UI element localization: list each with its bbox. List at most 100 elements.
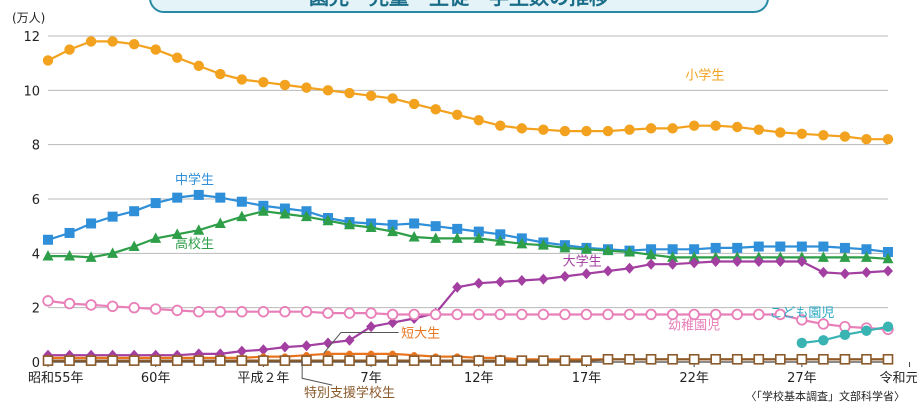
y-tick-label: 6: [32, 193, 40, 208]
data-point: [495, 276, 506, 288]
data-point: [559, 270, 570, 282]
data-point: [861, 266, 872, 278]
data-point: [538, 273, 549, 285]
y-tick-label: 12: [23, 30, 40, 45]
data-point: [107, 36, 118, 47]
data-point: [710, 242, 721, 253]
data-point: [64, 250, 76, 261]
data-point: [258, 344, 269, 356]
data-point: [193, 189, 204, 200]
data-point: [451, 308, 463, 321]
series-6: [42, 353, 894, 366]
data-point: [42, 55, 54, 66]
data-point: [796, 337, 808, 349]
data-point: [344, 218, 356, 230]
data-point: [602, 125, 614, 137]
x-tick-label: 昭和55年: [28, 371, 84, 386]
series-label: 特別支援学校生: [304, 385, 395, 401]
data-point: [645, 123, 657, 134]
series-label: 高校生: [175, 236, 214, 252]
data-point: [193, 60, 204, 72]
data-point: [473, 308, 485, 321]
data-point: [817, 251, 829, 262]
data-point: [387, 355, 398, 366]
data-point: [106, 300, 119, 313]
leader-line: [323, 332, 399, 354]
x-tick-label: 7年: [360, 371, 381, 386]
data-point: [408, 98, 420, 110]
data-point: [430, 355, 441, 366]
data-point: [215, 68, 226, 80]
data-point: [818, 129, 829, 141]
data-point: [667, 123, 678, 134]
data-point: [279, 355, 291, 366]
x-tick-label: 22年: [679, 371, 709, 386]
data-point: [732, 255, 743, 267]
data-point: [172, 192, 183, 203]
data-point: [710, 353, 721, 365]
data-point: [279, 207, 291, 219]
data-point: [473, 226, 484, 237]
x-tick-labels: 昭和55年 60年 平成２年 7年 12年 17年 22年 27年 令和元年: [28, 362, 917, 386]
data-point: [580, 308, 593, 321]
data-point: [236, 345, 247, 357]
data-point: [774, 308, 787, 321]
data-point: [452, 109, 463, 120]
data-point: [107, 211, 118, 222]
data-point: [796, 241, 807, 252]
data-point: [839, 353, 851, 365]
data-point: [387, 225, 399, 237]
data-point: [150, 232, 162, 243]
data-point: [473, 115, 484, 126]
data-point: [775, 255, 786, 267]
x-tick-label: 60年: [141, 371, 171, 386]
data-point: [732, 121, 743, 133]
series-7: [796, 321, 894, 349]
data-point: [387, 219, 398, 230]
series-label: こども園児: [769, 306, 834, 321]
data-point: [538, 124, 549, 135]
data-point: [322, 355, 334, 366]
data-point: [323, 337, 333, 349]
data-point: [581, 125, 592, 137]
data-point: [107, 355, 118, 366]
data-point: [667, 258, 678, 270]
series-4: [42, 295, 894, 336]
data-point: [537, 239, 549, 250]
data-point: [839, 242, 850, 253]
data-point: [861, 244, 872, 255]
data-point: [516, 355, 528, 366]
data-point: [860, 251, 872, 262]
data-point: [775, 353, 786, 365]
data-point: [709, 308, 722, 321]
data-point: [688, 120, 700, 131]
data-point: [365, 307, 377, 319]
data-point: [516, 308, 528, 321]
data-point: [645, 353, 657, 365]
data-point: [688, 353, 700, 365]
data-point: [343, 307, 356, 319]
data-point: [171, 228, 183, 239]
data-point: [64, 44, 75, 55]
series-line: [47, 40, 888, 141]
data-point: [236, 196, 247, 207]
data-point: [538, 355, 549, 366]
data-point: [344, 87, 355, 99]
data-point: [408, 308, 420, 321]
data-point: [322, 307, 334, 319]
y-tick-label: 2: [32, 302, 40, 317]
series-group: [42, 36, 894, 366]
data-point: [861, 325, 872, 336]
data-point: [839, 329, 851, 341]
data-point: [559, 241, 571, 253]
data-point: [42, 295, 54, 307]
data-point: [689, 244, 700, 255]
data-point: [64, 355, 75, 366]
data-point: [796, 314, 808, 326]
data-point: [85, 355, 97, 366]
data-point: [452, 281, 463, 293]
data-point: [494, 235, 506, 246]
data-point: [215, 192, 226, 203]
